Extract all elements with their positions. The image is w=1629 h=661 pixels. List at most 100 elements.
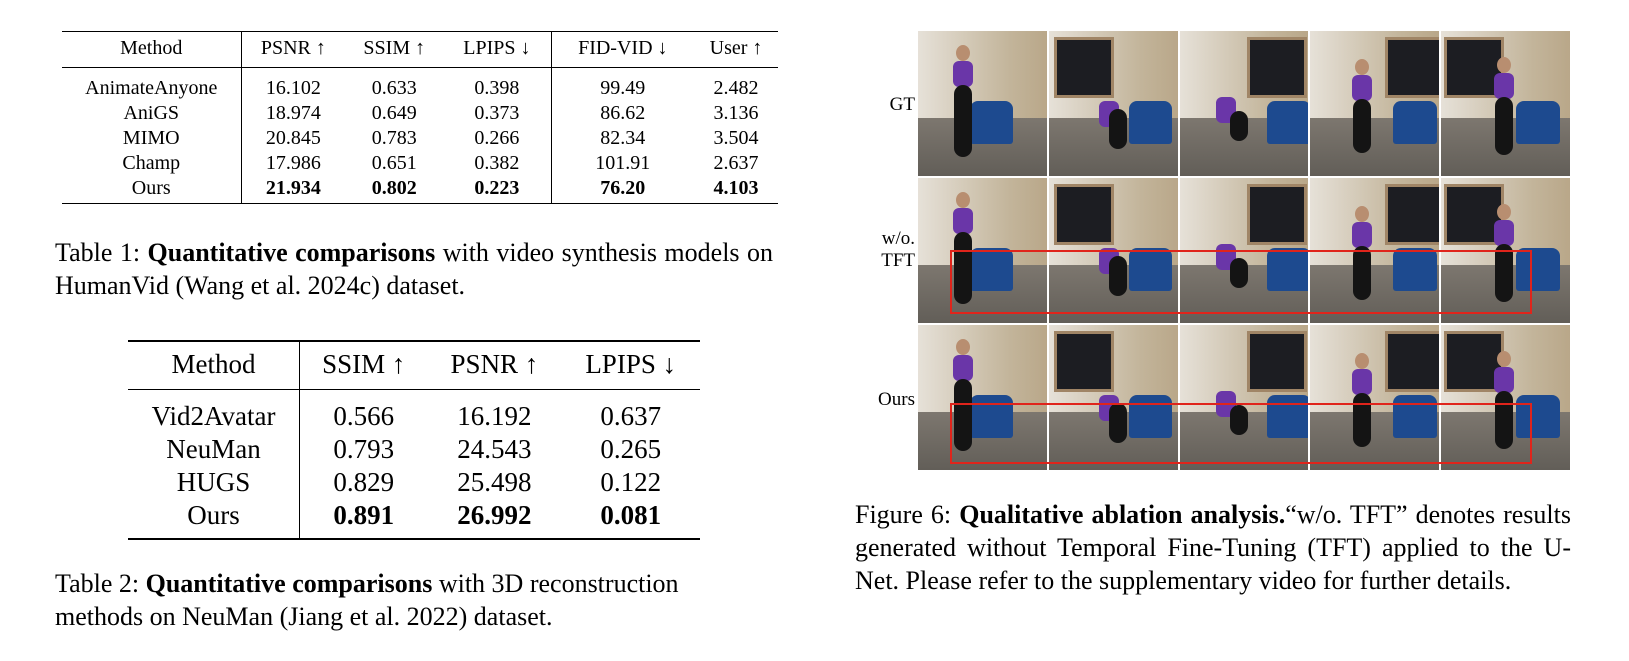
video-frame [1179, 31, 1309, 176]
video-frame [918, 31, 1047, 176]
cell: 0.081 [600, 500, 662, 530]
table-2: Method SSIM ↑ PSNR ↑ LPIPS ↓ Vid2Avatar … [128, 340, 700, 540]
t2-header-ssim: SSIM ↑ [299, 341, 428, 390]
cell: Ours [131, 177, 171, 199]
video-frame [1048, 325, 1178, 470]
cell: 0.633 [371, 77, 417, 99]
cell: HUGS [176, 467, 251, 497]
video-frame [1441, 31, 1570, 176]
cell: 0.122 [600, 467, 662, 497]
cell: Champ [122, 152, 181, 174]
t2-header-method: Method [128, 341, 300, 390]
cell: Vid2Avatar [151, 401, 276, 431]
t1-header-fidvid: FID-VID ↓ [550, 31, 695, 68]
cell: 0.223 [474, 177, 520, 199]
f6-caption-prefix: Figure 6: [855, 500, 960, 529]
cell: 99.49 [550, 67, 695, 101]
cell: 0.382 [474, 152, 520, 174]
cell: 101.91 [550, 151, 695, 176]
cell: 76.20 [550, 176, 695, 204]
cell: 82.34 [550, 126, 695, 151]
cell: 16.102 [240, 67, 346, 101]
cell: 0.802 [371, 177, 417, 199]
video-frame [918, 325, 1047, 470]
cell: 0.793 [299, 433, 428, 466]
table-2-header-row: Method SSIM ↑ PSNR ↑ LPIPS ↓ [128, 341, 700, 390]
video-frame [1048, 31, 1178, 176]
t2-header-psnr: PSNR ↑ [427, 341, 562, 390]
cell: 17.986 [240, 151, 346, 176]
table-1-grid: Method PSNR ↑ SSIM ↑ LPIPS ↓ FID-VID ↓ U… [62, 31, 778, 204]
row-label-wo-tft: w/o. TFT [881, 228, 915, 271]
cell: 21.934 [240, 176, 346, 204]
cell: 86.62 [550, 101, 695, 126]
cell: 26.992 [457, 500, 532, 530]
table-row: AnimateAnyone 16.102 0.633 0.398 99.49 2… [62, 67, 778, 101]
table-1-caption: Table 1: Quantitative comparisons with v… [55, 236, 773, 302]
t2-header-lpips: LPIPS ↓ [561, 341, 700, 390]
table-row: AniGS 18.974 0.649 0.373 86.62 3.136 [62, 101, 778, 126]
video-frame [1048, 178, 1178, 323]
video-frame [918, 178, 1047, 323]
video-frame [1310, 325, 1440, 470]
row-label-gt: GT [889, 94, 915, 115]
table-1: Method PSNR ↑ SSIM ↑ LPIPS ↓ FID-VID ↓ U… [62, 31, 778, 204]
cell: 2.637 [713, 152, 759, 174]
video-frame [1179, 178, 1309, 323]
image-row-gt [918, 31, 1570, 176]
t1-caption-prefix: Table 1: [55, 238, 148, 267]
t2-caption-bold: Quantitative comparisons [145, 569, 433, 598]
cell: 0.637 [600, 401, 662, 431]
cell: 3.504 [713, 127, 759, 149]
table-row-ours: Ours 21.934 0.802 0.223 76.20 4.103 [62, 176, 778, 204]
cell: MIMO [122, 127, 180, 149]
cell: NeuMan [166, 434, 261, 464]
table-row-ours: Ours 0.891 26.992 0.081 [128, 499, 700, 539]
table-row: Champ 17.986 0.651 0.382 101.91 2.637 [62, 151, 778, 176]
cell: 24.543 [457, 434, 532, 464]
cell: 0.566 [299, 389, 428, 433]
cell: 0.373 [474, 102, 520, 124]
cell: 16.192 [457, 401, 532, 431]
cell: 0.891 [299, 499, 428, 539]
image-row-wo-tft [918, 178, 1570, 323]
video-frame [1441, 178, 1570, 323]
video-frame [1310, 178, 1440, 323]
cell: 0.398 [474, 77, 520, 99]
cell: 20.845 [240, 126, 346, 151]
f6-caption-rest: “w/o. TFT” denotes results generated wit… [855, 500, 1571, 595]
cell: Ours [187, 500, 240, 530]
table-row: HUGS 0.829 25.498 0.122 [128, 466, 700, 499]
t1-header-ssim: SSIM ↑ [345, 31, 444, 68]
t1-header-lpips: LPIPS ↓ [443, 31, 552, 68]
video-frame [1179, 325, 1309, 470]
cell: 18.974 [240, 101, 346, 126]
cell: 0.266 [474, 127, 520, 149]
t2-caption-prefix: Table 2: [55, 569, 146, 598]
cell: AnimateAnyone [85, 77, 218, 99]
image-row-ours [918, 325, 1570, 470]
t1-header-method: Method [62, 31, 241, 68]
table-2-grid: Method SSIM ↑ PSNR ↑ LPIPS ↓ Vid2Avatar … [128, 340, 700, 540]
table-row: MIMO 20.845 0.783 0.266 82.34 3.504 [62, 126, 778, 151]
row-label-ours: Ours [878, 389, 915, 410]
video-frame [1441, 325, 1570, 470]
f6-caption-bold: Qualitative ablation analysis. [959, 500, 1286, 529]
cell: 0.651 [371, 152, 417, 174]
t1-caption-bold: Quantitative comparisons [147, 238, 436, 267]
cell: 0.829 [299, 466, 428, 499]
cell: 2.482 [713, 77, 759, 99]
cell: 4.103 [713, 177, 759, 199]
t1-header-psnr: PSNR ↑ [240, 31, 346, 68]
cell: AniGS [123, 102, 180, 124]
t1-caption-rest: with video synthesis models on HumanVid … [55, 238, 774, 300]
t2-caption-rest: with 3D reconstruction methods on NeuMan… [55, 569, 679, 631]
t1-header-user: User ↑ [694, 31, 778, 68]
figure-6-caption: Figure 6: Qualitative ablation analysis.… [855, 498, 1571, 597]
cell: 0.265 [600, 434, 662, 464]
video-frame [1310, 31, 1440, 176]
table-2-caption: Table 2: Quantitative comparisons with 3… [55, 567, 773, 633]
table-row: NeuMan 0.793 24.543 0.265 [128, 433, 700, 466]
cell: 25.498 [457, 467, 532, 497]
cell: 0.783 [371, 127, 417, 149]
